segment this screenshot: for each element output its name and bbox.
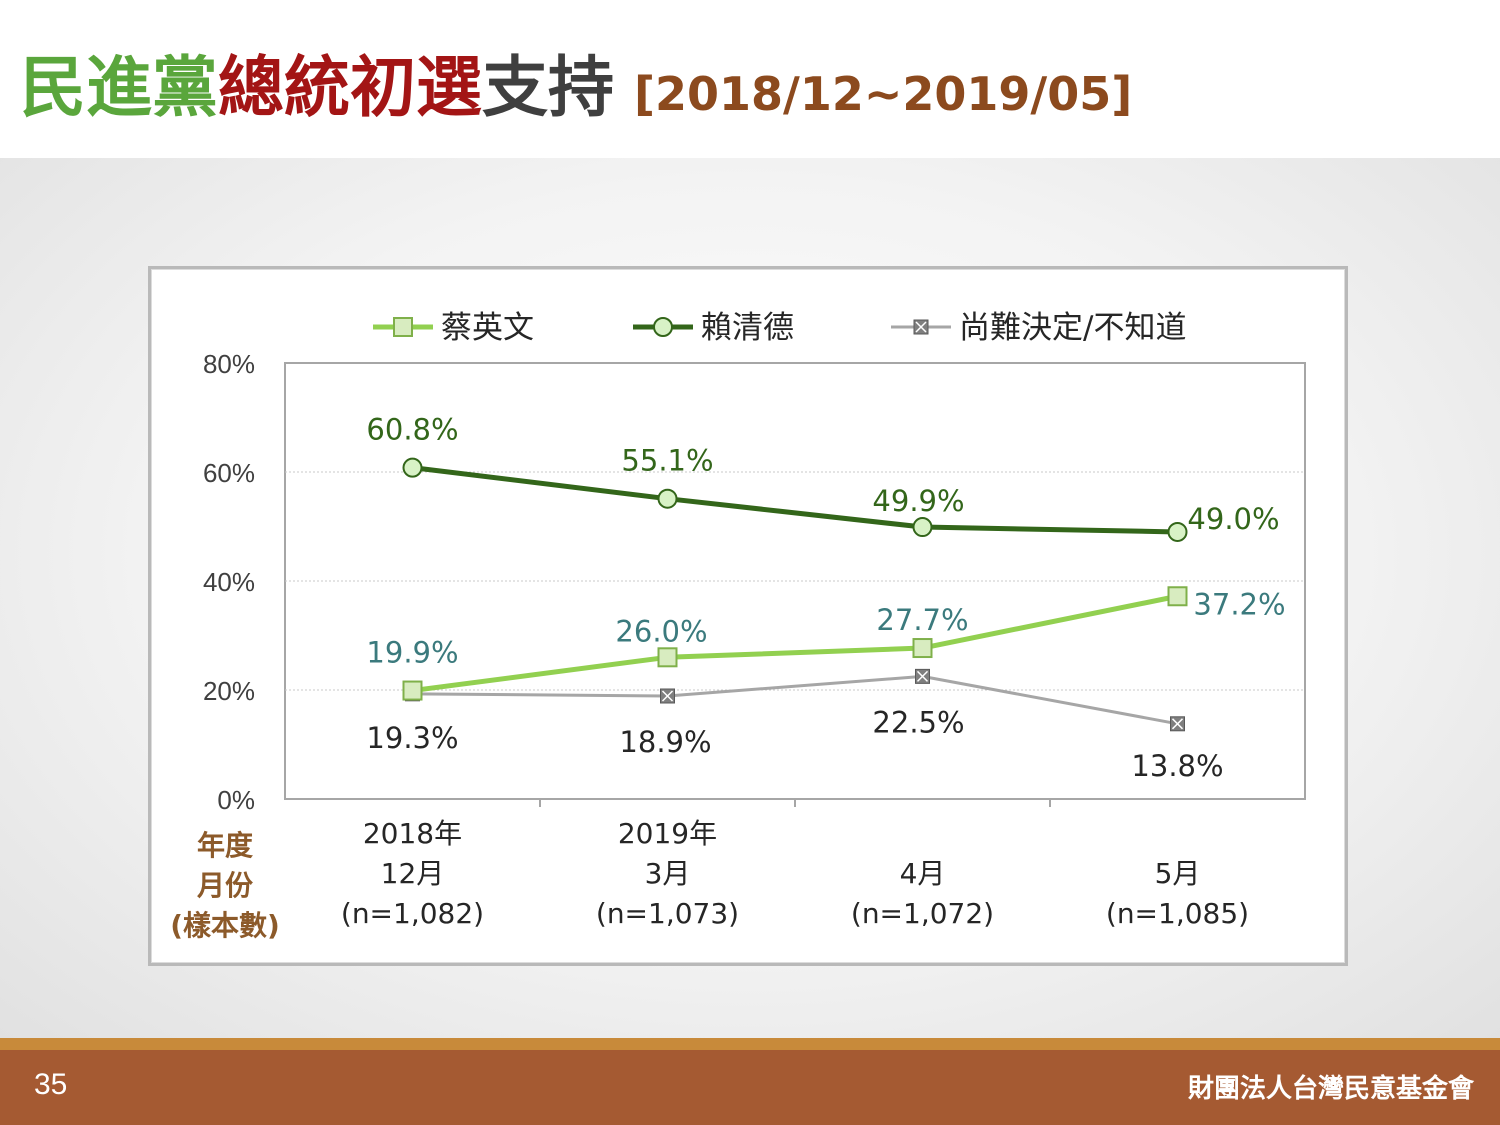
title-bar: 民進黨總統初選支持 [2018/12~2019/05] (0, 0, 1500, 158)
x-category-label: 2018年 (363, 817, 462, 850)
data-label-tsai: 27.7% (876, 603, 968, 637)
title-part-support: 支持 (482, 49, 614, 126)
series-line-lai (410, 465, 1180, 535)
data-point-lai (402, 457, 423, 478)
data-label-tsai: 19.9% (366, 636, 458, 670)
data-label-lai: 49.9% (872, 484, 964, 518)
page-number: 35 (34, 1068, 68, 1101)
y-tick-label: 20% (203, 676, 255, 706)
footer-accent-line (0, 1038, 1500, 1050)
data-label-lai: 55.1% (621, 444, 713, 478)
y-tick-label: 0% (217, 785, 255, 815)
data-label-undecided: 19.3% (366, 721, 458, 755)
series-line-undecided (411, 674, 1179, 726)
data-point-undecided-cross (916, 670, 929, 682)
slide-title: 民進黨總統初選支持 [2018/12~2019/05] (20, 48, 1132, 134)
x-category-label: (n=1,085) (1106, 897, 1249, 930)
data-point-tsai (1167, 586, 1188, 607)
data-point-lai (912, 517, 933, 538)
x-category-label: (n=1,073) (596, 897, 739, 930)
series-line-tsai (410, 593, 1180, 694)
x-category-label: 12月 (381, 857, 445, 890)
organization-name: 財團法人台灣民意基金會 (1187, 1074, 1474, 1104)
line-chart: 80% 60% 40% 20% 0% 2018年 12月 (n=1,082) 2019年 3月 (n… (170, 310, 1306, 942)
y-tick-label: 60% (203, 458, 255, 488)
data-point-tsai (912, 638, 933, 659)
title-part-primary: 總統初選 (218, 49, 482, 126)
x-axis-title: 月份 (196, 869, 253, 902)
footer-bar: 35 財團法人台灣民意基金會 (0, 1050, 1500, 1125)
data-label-lai: 60.8% (366, 413, 458, 447)
legend-label-undecided: 尚難決定/不知道 (959, 310, 1186, 346)
data-label-tsai: 26.0% (615, 614, 707, 648)
y-tick-label: 40% (203, 567, 255, 597)
chart-frame: 80% 60% 40% 20% 0% 2018年 12月 (n=1,082) 2019年 3月 (n… (148, 266, 1348, 966)
x-category-label: 3月 (645, 857, 691, 890)
title-date-range: [2018/12~2019/05] (634, 67, 1133, 121)
data-point-lai (657, 488, 678, 509)
data-label-tsai: 37.2% (1193, 587, 1285, 621)
data-point-undecided-cross (1171, 718, 1184, 730)
data-label-undecided: 22.5% (872, 705, 964, 739)
data-point-undecided-cross (661, 690, 674, 702)
title-part-party: 民進黨 (20, 49, 218, 126)
x-category-label: (n=1,082) (341, 897, 484, 930)
legend-label-tsai: 蔡英文 (441, 310, 534, 346)
data-point-lai (1167, 521, 1188, 542)
legend-marker-undecided-cross (915, 321, 927, 333)
data-label-undecided: 13.8% (1131, 749, 1223, 783)
data-point-tsai (402, 680, 423, 701)
x-category-label: 4月 (900, 857, 946, 890)
data-label-undecided: 18.9% (619, 725, 711, 759)
data-label-lai: 49.0% (1187, 502, 1279, 536)
x-category-label: 2019年 (618, 817, 717, 850)
legend-marker-lai (653, 317, 673, 337)
y-tick-label: 80% (203, 349, 255, 379)
legend-label-lai: 賴清德 (701, 310, 794, 346)
x-category-label: 5月 (1155, 857, 1201, 890)
legend-marker-tsai (393, 317, 413, 337)
x-axis-title: (樣本數) (170, 909, 280, 942)
x-axis-title: 年度 (197, 829, 253, 862)
data-point-tsai (657, 647, 678, 668)
x-category-label: (n=1,072) (851, 897, 994, 930)
